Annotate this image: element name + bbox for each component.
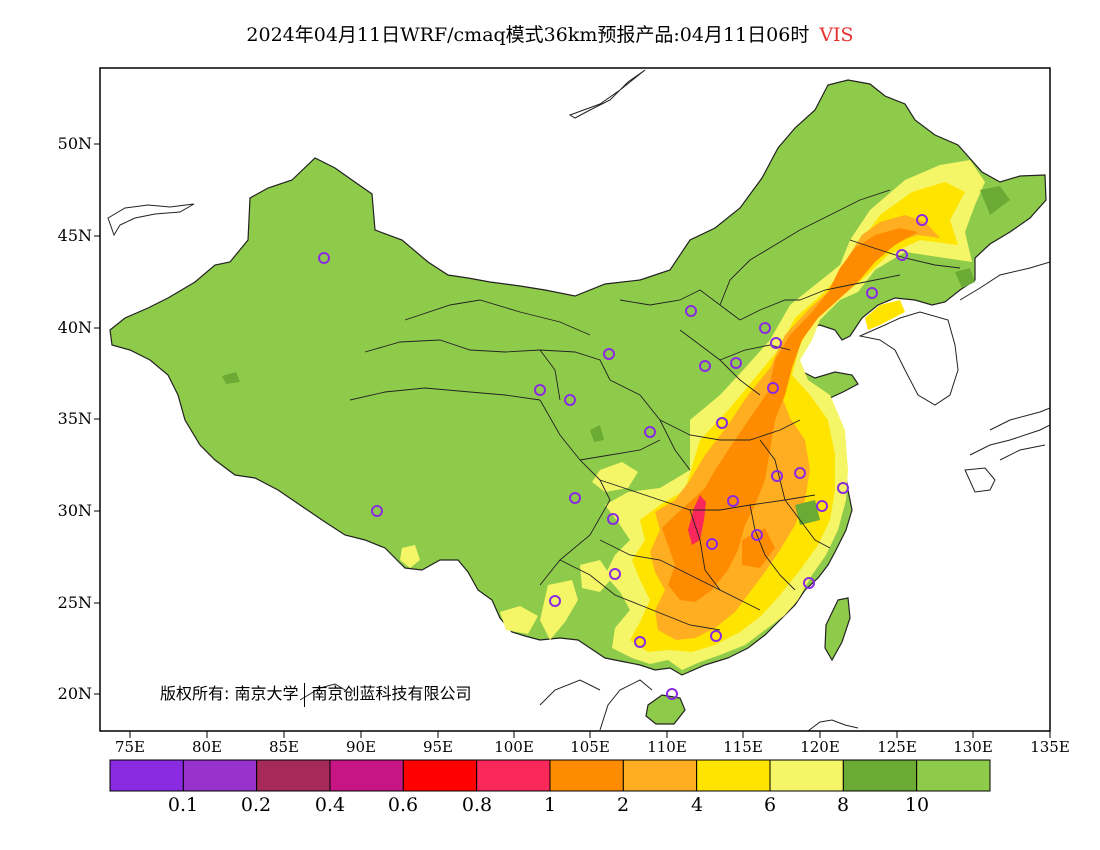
- colorbar-label: 8: [836, 794, 850, 816]
- copyright-company: 南京创蓝科技有限公司: [311, 684, 472, 703]
- taiwan-island: [824, 597, 851, 662]
- station-marker: [318, 252, 330, 264]
- station-marker: [685, 305, 697, 317]
- copyright-notice: 版权所有: 南京大学 南京创蓝科技有限公司: [160, 680, 472, 707]
- station-marker: [706, 538, 718, 550]
- station-marker: [603, 348, 615, 360]
- colorbar-label: 0.2: [240, 794, 272, 816]
- station-marker: [371, 505, 383, 517]
- colorbar-label: 1: [543, 794, 557, 816]
- station-marker: [666, 688, 678, 700]
- station-marker: [609, 568, 621, 580]
- station-marker: [759, 322, 771, 334]
- lat-label-30n: 30N: [57, 501, 92, 520]
- station-marker: [866, 287, 878, 299]
- lat-label-20n: 20N: [57, 684, 92, 703]
- lon-label-100e: 100E: [494, 738, 534, 756]
- lat-label-45n: 45N: [57, 226, 92, 245]
- station-marker: [727, 495, 739, 507]
- colorbar-swatch: [622, 759, 698, 792]
- lon-label-85e: 85E: [268, 738, 300, 756]
- lat-label-50n: 50N: [57, 134, 92, 153]
- station-marker: [644, 426, 656, 438]
- colorbar-label: 0.1: [167, 794, 199, 816]
- colorbar-label: 10: [904, 794, 930, 816]
- lon-label-120e: 120E: [800, 738, 840, 756]
- lon-label-115e: 115E: [723, 738, 763, 756]
- colorbar-swatch: [549, 759, 624, 792]
- station-marker: [816, 500, 828, 512]
- colorbar-label: 0.4: [314, 794, 346, 816]
- china-landmass: [109, 79, 1047, 676]
- station-marker: [634, 636, 646, 648]
- lon-label-80e: 80E: [191, 738, 223, 756]
- station-marker: [794, 467, 806, 479]
- colorbar-swatch: [329, 759, 404, 792]
- station-marker: [699, 360, 711, 372]
- colorbar-swatch: [476, 759, 551, 792]
- station-marker: [803, 577, 815, 589]
- neighbor-coastlines: [107, 69, 1050, 731]
- station-marker: [710, 630, 722, 642]
- station-marker: [534, 384, 546, 396]
- lon-label-130e: 130E: [953, 738, 993, 756]
- colorbar-swatch: [842, 759, 918, 792]
- title-main: 2024年04月11日WRF/cmaq模式36km预报产品:04月11日06时: [246, 24, 810, 46]
- axis-ticks: [94, 143, 1051, 738]
- copyright-separator: [304, 682, 306, 707]
- station-marker: [549, 595, 561, 607]
- lat-label-25n: 25N: [57, 593, 92, 612]
- station-marker: [751, 529, 763, 541]
- colorbar-swatch: [916, 759, 991, 792]
- lat-label-35n: 35N: [57, 409, 92, 428]
- lon-label-105e: 105E: [570, 738, 610, 756]
- colorbar-label: 4: [690, 794, 704, 816]
- station-marker: [716, 417, 728, 429]
- title-variable: VIS: [819, 24, 854, 46]
- colorbar-swatch: [256, 759, 331, 792]
- copyright-owner: 版权所有: 南京大学: [160, 684, 299, 703]
- station-marker: [837, 482, 849, 494]
- colorbar-label: 0.6: [387, 794, 419, 816]
- station-marker: [896, 249, 908, 261]
- station-marker: [770, 337, 782, 349]
- colorbar-label: 6: [763, 794, 777, 816]
- station-marker: [607, 513, 619, 525]
- colorbar-label: 0.8: [461, 794, 493, 816]
- colorbar-swatch: [109, 759, 184, 792]
- station-marker: [916, 214, 928, 226]
- lon-label-135e: 135E: [1030, 738, 1070, 756]
- colorbar-swatch: [696, 759, 771, 792]
- colorbar-swatch: [402, 759, 478, 792]
- lat-label-40n: 40N: [57, 318, 92, 337]
- station-marker: [771, 470, 783, 482]
- dark-green-patches: [222, 186, 1010, 525]
- lon-label-75e: 75E: [114, 738, 146, 756]
- lon-label-90e: 90E: [345, 738, 377, 756]
- station-marker: [569, 492, 581, 504]
- colorbar-swatch: [769, 759, 844, 792]
- map-title: 2024年04月11日WRF/cmaq模式36km预报产品:04月11日06时 V…: [0, 20, 1100, 47]
- lon-label-110e: 110E: [647, 738, 687, 756]
- station-markers: [318, 214, 928, 700]
- colorbar-label: 2: [616, 794, 630, 816]
- colorbar-swatch: [182, 759, 258, 792]
- lon-label-125e: 125E: [877, 738, 917, 756]
- station-marker: [564, 394, 576, 406]
- colorbar: [109, 759, 991, 792]
- station-marker: [767, 382, 779, 394]
- province-boundaries: [349, 189, 961, 631]
- station-marker: [730, 357, 742, 369]
- lon-label-95e: 95E: [422, 738, 454, 756]
- map-frame: [99, 67, 1051, 732]
- hainan-island: [645, 694, 686, 725]
